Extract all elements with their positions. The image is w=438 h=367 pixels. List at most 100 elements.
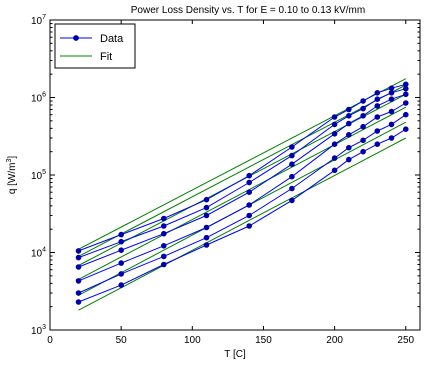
x-axis-label: T [C]	[224, 349, 246, 360]
legend-data-label: Data	[100, 33, 124, 45]
data-point	[161, 223, 167, 229]
fit-line-1	[78, 84, 407, 257]
legend-fit-label: Fit	[100, 51, 112, 63]
data-point	[346, 120, 352, 127]
fit-line-5	[78, 137, 407, 311]
data-point	[331, 121, 338, 128]
data-point	[360, 98, 366, 104]
x-tick-label: 200	[326, 335, 343, 346]
y-tick-label: 104	[31, 247, 46, 260]
data-point	[374, 128, 381, 134]
data-point	[289, 144, 295, 150]
data-point	[203, 204, 210, 211]
data-point	[360, 123, 366, 130]
data-point	[161, 215, 167, 222]
data-point	[118, 282, 124, 288]
data-point	[346, 132, 352, 138]
y-tick-label: 103	[31, 324, 46, 337]
data-point	[75, 290, 82, 296]
x-tick-label: 0	[47, 335, 53, 346]
data-point	[246, 172, 252, 179]
data-point	[360, 105, 366, 112]
data-point	[246, 179, 252, 186]
data-point	[246, 189, 252, 195]
data-point	[403, 111, 409, 118]
data-point	[331, 141, 338, 147]
data-point	[346, 144, 352, 151]
fit-line-0	[78, 78, 407, 250]
data-point	[161, 243, 167, 249]
data-point	[203, 234, 210, 241]
data-point	[161, 253, 167, 260]
data-point	[331, 131, 338, 137]
data-point	[346, 106, 352, 113]
data-point	[118, 238, 124, 245]
legend: Data Fit	[54, 23, 136, 69]
data-point	[374, 141, 381, 147]
data-point	[360, 137, 366, 144]
data-point	[388, 108, 395, 115]
y-axis-label: q [W/m3]	[6, 156, 18, 195]
data-point	[403, 85, 409, 92]
y-tick-label: 107	[31, 14, 46, 27]
data-point	[331, 114, 338, 120]
data-point	[289, 185, 295, 192]
data-point	[118, 231, 124, 238]
data-point	[118, 260, 124, 266]
data-point	[246, 202, 252, 208]
data-point	[388, 121, 395, 128]
data-point	[161, 230, 167, 237]
data-point	[374, 114, 381, 120]
data-point	[374, 90, 381, 96]
y-tick-label: 106	[31, 92, 46, 105]
data-point	[331, 167, 338, 174]
legend-data-marker	[73, 35, 79, 41]
data-point	[75, 254, 82, 261]
data-point	[374, 96, 381, 102]
data-point	[118, 271, 124, 277]
data-point	[346, 113, 352, 119]
data-point	[374, 103, 381, 109]
x-tick-label: 50	[116, 335, 128, 346]
data-point	[289, 197, 295, 204]
data-point	[360, 113, 366, 119]
axes-layer: 0 50 100 150 200 250 103 104 105 106 107	[31, 14, 420, 346]
y-axis-label-sup: 3	[6, 159, 13, 163]
legend-box	[54, 23, 136, 69]
data-point	[360, 148, 366, 155]
chart-title: Power Loss Density vs. T for E = 0.10 to…	[131, 5, 365, 16]
data-point	[75, 299, 82, 305]
data-point	[75, 278, 82, 284]
data-point	[331, 155, 338, 161]
y-axis-label-end: ]	[7, 156, 18, 159]
data-point	[203, 212, 210, 219]
data-point	[289, 161, 295, 167]
y-tick-label: 105	[31, 169, 46, 182]
data-point	[161, 261, 167, 268]
data-point	[403, 126, 409, 132]
data-layer	[75, 81, 409, 305]
data-point	[246, 212, 252, 219]
data-point	[203, 224, 210, 231]
data-point	[246, 223, 252, 229]
data-point	[403, 100, 409, 106]
data-point	[388, 135, 395, 141]
data-point	[388, 90, 395, 96]
data-point	[289, 152, 295, 159]
data-point	[346, 156, 352, 163]
data-point	[118, 247, 124, 253]
x-tick-label: 100	[184, 335, 201, 346]
data-point	[289, 173, 295, 180]
data-point	[75, 264, 82, 270]
data-point	[388, 96, 395, 102]
data-point	[403, 91, 409, 98]
data-point	[203, 242, 210, 248]
x-tick-label: 150	[255, 335, 272, 346]
data-point	[75, 248, 82, 254]
data-point	[203, 196, 210, 203]
y-axis-label-main: q [W/m	[7, 163, 18, 195]
x-tick-label: 250	[397, 335, 414, 346]
data-point	[388, 85, 395, 91]
